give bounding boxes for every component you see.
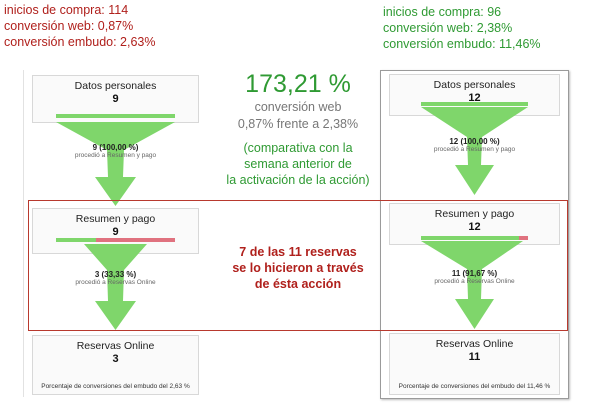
callout-line1: 7 de las 11 reservas (239, 245, 357, 259)
bar-drop (95, 238, 175, 242)
proceed-info-2: 3 (33,33 %) procedió a Reservas Online (24, 270, 207, 286)
proceed-count: 9 (100,00 %) (92, 143, 139, 152)
step-count: 11 (468, 351, 481, 363)
funnel-step-online-booking[interactable]: Reservas Online 11 Porcentaje de convers… (389, 333, 560, 395)
right-note-starts: inicios de compra: 96 (383, 5, 502, 19)
proceed-label: procedió a Resumen y pago (74, 152, 157, 159)
proceed-info-2: 11 (91,67 %) procedió a Reservas Online (381, 269, 568, 285)
right-notes: inicios de compra: 96 conversión web: 2,… (383, 4, 541, 52)
left-note-funnel-conversion: conversión embudo: 2,63% (4, 35, 156, 49)
proceed-label: procedió a Reservas Online (434, 278, 515, 285)
step-name: Resumen y pago (75, 213, 156, 225)
highlight-box (28, 200, 568, 331)
funnel-step-summary-payment[interactable]: Resumen y pago 12 (389, 203, 560, 245)
callout-line3: de ésta acción (254, 277, 342, 291)
step-bar (421, 102, 528, 106)
left-notes: inicios de compra: 114 conversión web: 0… (4, 2, 155, 50)
step-count: 12 (468, 92, 481, 104)
bar-progress (56, 238, 96, 242)
comparison-note-line3: la activación de la acción) (226, 173, 370, 187)
funnel-after: Datos personales 12 12 (100,00 %) proced… (380, 70, 569, 399)
step-bar (56, 238, 175, 242)
left-note-starts: inicios de compra: 114 (4, 3, 129, 17)
proceed-count: 3 (33,33 %) (94, 270, 137, 279)
funnel-arrow-1 (56, 122, 175, 206)
comparison-note-line1: (comparativa con la (243, 141, 353, 155)
step-name: Datos personales (433, 79, 516, 91)
comparison-note-line2: semana anterior de (244, 157, 352, 171)
callout-line2: se lo hicieron a través (232, 261, 364, 275)
bar-progress (421, 236, 520, 240)
bar-drop (519, 236, 528, 240)
step-count: 9 (112, 93, 119, 105)
right-note-web-conversion: conversión web: 2,38% (383, 21, 513, 35)
step-name: Resumen y pago (434, 208, 515, 220)
callout-text: 7 de las 11 reservas se lo hicieron a tr… (205, 244, 391, 292)
comparison-note: (comparativa con la semana anterior de l… (200, 140, 396, 188)
step-count: 12 (468, 221, 481, 233)
step-bar (56, 114, 175, 118)
step-name: Reservas Online (435, 338, 514, 350)
funnel-step-online-booking[interactable]: Reservas Online 3 Porcentaje de conversi… (32, 335, 199, 395)
step-count: 9 (112, 226, 119, 238)
funnel-arrow-1 (421, 107, 528, 195)
proceed-label: procedió a Reservas Online (75, 279, 156, 286)
step-count: 3 (112, 353, 119, 365)
funnel-footer: Porcentaje de conversiones del embudo de… (41, 383, 190, 390)
funnel-arrow-2 (421, 241, 523, 329)
proceed-info-1: 12 (100,00 %) procedió a Resumen y pago (381, 137, 568, 153)
funnel-arrow-2 (84, 244, 147, 330)
big-label: conversión web (254, 100, 342, 114)
proceed-label: procedió a Resumen y pago (433, 146, 516, 153)
left-note-web-conversion: conversión web: 0,87% (4, 19, 134, 33)
funnel-footer: Porcentaje de conversiones del embudo de… (398, 383, 551, 390)
proceed-count: 12 (100,00 %) (449, 137, 500, 146)
step-name: Reservas Online (76, 340, 155, 352)
step-name: Datos personales (74, 80, 157, 92)
proceed-info-1: 9 (100,00 %) procedió a Resumen y pago (24, 143, 207, 159)
comparison-text: 0,87% frente a 2,38% (237, 117, 359, 131)
proceed-count: 11 (91,67 %) (451, 269, 498, 278)
bar-progress (56, 114, 175, 118)
right-note-funnel-conversion: conversión embudo: 11,46% (383, 37, 541, 51)
funnel-before: Datos personales 9 9 (100,00 %) procedió… (23, 70, 207, 397)
center-summary: 173,21 % conversión web 0,87% frente a 2… (200, 70, 396, 188)
bar-progress (421, 102, 528, 106)
step-bar (421, 236, 528, 240)
big-percentage: 173,21 % (245, 70, 351, 98)
